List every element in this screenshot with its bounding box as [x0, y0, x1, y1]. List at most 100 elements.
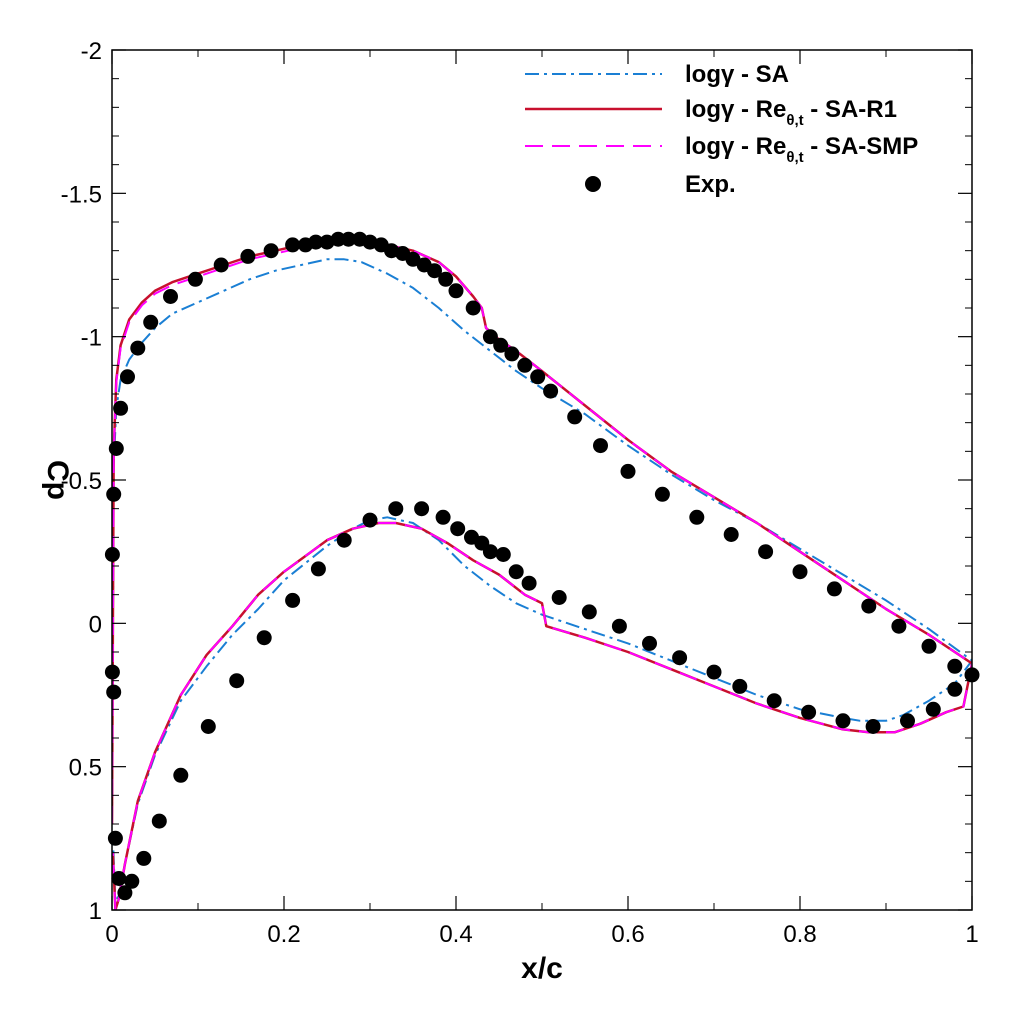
x-tick-label: 0: [105, 921, 118, 948]
legend-label-smp-main: logγ - Re: [685, 133, 786, 160]
exp-point: [113, 400, 129, 416]
legend-label-smp: logγ - Reθ,t - SA-SMP: [685, 133, 918, 166]
y-tick-label: 0.5: [69, 755, 102, 782]
y-tick-label: -1.5: [61, 181, 102, 208]
exp-point: [530, 369, 546, 385]
exp-point: [330, 231, 346, 247]
exp-point: [766, 693, 782, 709]
exp-point: [672, 650, 688, 666]
exp-point: [900, 713, 915, 729]
y-tick-label: -2: [81, 38, 102, 65]
exp-point: [143, 314, 159, 330]
exp-point: [263, 243, 279, 259]
exp-point: [581, 604, 597, 620]
x-tick-label: 0.6: [611, 921, 644, 948]
series-line-sa: [112, 258, 972, 903]
exp-point: [285, 237, 301, 253]
exp-point: [543, 383, 559, 399]
exp-point: [567, 409, 583, 425]
exp-point: [388, 501, 404, 517]
exp-point: [336, 532, 352, 548]
exp-point: [723, 527, 739, 542]
y-tick-label: 0: [89, 611, 102, 638]
exp-point: [173, 767, 189, 783]
exp-point: [593, 438, 608, 454]
exp-point: [151, 813, 167, 829]
exp-point: [792, 564, 808, 580]
exp-point: [689, 509, 705, 525]
exp-point: [925, 701, 941, 717]
exp-point: [435, 509, 451, 525]
y-tick-label: -0.5: [61, 468, 102, 495]
x-tick-label: 0.4: [439, 921, 472, 948]
exp-point: [414, 501, 430, 517]
exp-point: [706, 664, 722, 680]
exp-point: [551, 590, 567, 605]
legend-label-r1-tail: - SA-R1: [804, 96, 897, 123]
exp-point: [508, 564, 524, 580]
x-tick-label: 0.2: [267, 921, 300, 948]
exp-point: [187, 271, 203, 287]
exp-point: [106, 684, 122, 700]
exp-point: [464, 529, 479, 545]
axis-ticks: 0 0.2 0.4 0.6 0.8 1 -2 -1.5 -1 -0.5 0 0.5 1: [61, 38, 979, 948]
legend-label-exp: Exp.: [685, 171, 736, 198]
exp-point: [620, 463, 636, 479]
exp-point: [654, 486, 670, 502]
legend-label-r1-sub: θ,t: [786, 112, 803, 129]
exp-point: [310, 561, 326, 577]
exp-point: [732, 678, 748, 694]
y-tick-label: -1: [81, 325, 102, 352]
exp-point: [826, 581, 842, 597]
exp-point: [107, 830, 123, 846]
legend-label-sa: logγ - SA: [685, 61, 789, 88]
exp-point: [427, 263, 442, 279]
legend-swatch-exp: [585, 176, 601, 192]
x-tick-label: 0.8: [783, 921, 816, 948]
legend-label-r1-main: logγ - Re: [685, 96, 786, 123]
exp-point: [493, 337, 509, 353]
exp-point: [801, 704, 817, 720]
legend-label-smp-sub: θ,t: [786, 149, 803, 166]
exp-point: [163, 289, 178, 304]
x-tick-label: 1: [965, 921, 978, 948]
legend-label-smp-tail: - SA-SMP: [804, 133, 919, 160]
exp-point: [465, 300, 481, 316]
exp-point: [405, 251, 421, 267]
exp-point: [921, 638, 937, 654]
exp-point: [120, 369, 135, 385]
exp-point: [229, 673, 245, 689]
experiment-points: [104, 231, 980, 901]
exp-point: [835, 713, 851, 729]
exp-point: [495, 547, 511, 562]
exp-point: [341, 231, 356, 247]
y-tick-label: 1: [89, 898, 102, 925]
exp-point: [438, 271, 454, 287]
exp-point: [504, 346, 520, 362]
exp-point: [611, 618, 627, 634]
exp-point: [124, 873, 140, 889]
exp-point: [285, 592, 301, 608]
exp-point: [517, 357, 533, 373]
exp-point: [362, 512, 378, 528]
exp-point: [865, 719, 881, 734]
exp-point: [117, 885, 133, 901]
exp-point: [200, 719, 216, 734]
exp-point: [106, 486, 122, 502]
exp-point: [450, 521, 466, 537]
legend-label-r1: logγ - Reθ,t - SA-R1: [685, 96, 897, 129]
exp-point: [642, 635, 657, 651]
exp-point: [362, 234, 378, 250]
legend: logγ - SA logγ - Reθ,t - SA-R1 logγ - Re…: [525, 61, 918, 198]
y-axis-title: Cp: [41, 460, 74, 500]
exp-point: [240, 248, 256, 264]
exp-point: [758, 544, 774, 560]
exp-point: [213, 257, 229, 273]
exp-point: [947, 681, 963, 697]
exp-point: [861, 598, 877, 614]
exp-point: [448, 283, 464, 299]
exp-point: [130, 340, 146, 356]
exp-point: [136, 850, 152, 866]
